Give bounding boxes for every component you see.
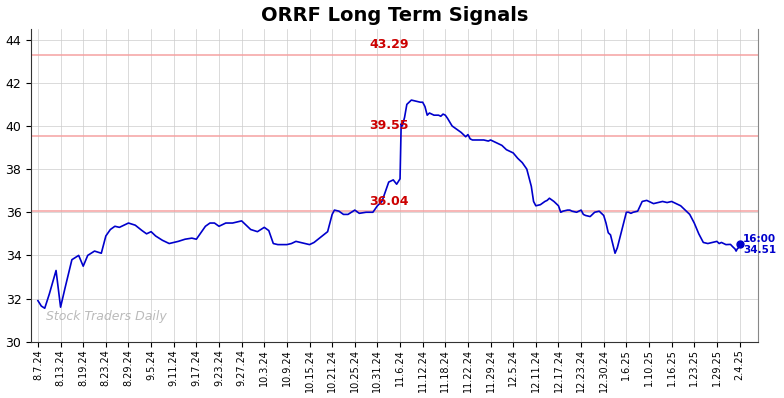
Text: 36.04: 36.04: [369, 195, 408, 207]
Text: 43.29: 43.29: [369, 38, 408, 51]
Text: 16:00
34.51: 16:00 34.51: [743, 234, 776, 255]
Text: 39.55: 39.55: [369, 119, 408, 132]
Title: ORRF Long Term Signals: ORRF Long Term Signals: [261, 6, 528, 25]
Text: Stock Traders Daily: Stock Traders Daily: [45, 310, 166, 323]
